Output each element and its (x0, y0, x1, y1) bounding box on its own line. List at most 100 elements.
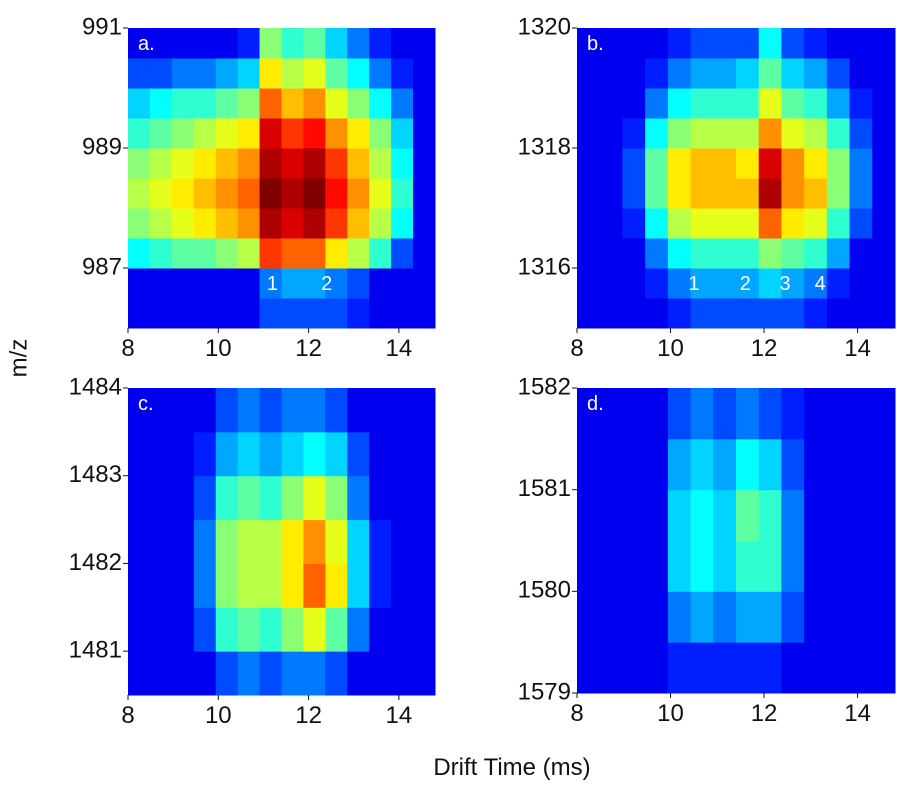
heatmap-cell (804, 28, 828, 59)
heatmap-cell (193, 431, 217, 477)
heatmap-cell (171, 148, 195, 179)
heatmap-cell (804, 238, 828, 269)
heatmap-cell (347, 519, 370, 564)
x-tick-label: 12 (751, 335, 778, 362)
heatmap-cell (259, 651, 282, 696)
heatmap-cell (237, 651, 261, 696)
heatmap-cell (325, 28, 348, 59)
heatmap-cell (713, 540, 737, 592)
heatmap-cell (622, 148, 646, 179)
heatmap-cell (193, 563, 217, 608)
heatmap-cell (128, 388, 151, 433)
x-tick-label: 14 (386, 335, 413, 362)
heatmap-cell (826, 388, 851, 440)
heatmap-cell (347, 651, 370, 696)
heatmap-cell (781, 208, 805, 239)
heatmap-cell (758, 88, 782, 119)
y-tick-label: 1581 (518, 475, 571, 502)
heatmap-cell (622, 28, 646, 59)
heatmap-cell (303, 178, 326, 209)
x-tick-label: 8 (121, 335, 134, 362)
heatmap-cell (149, 238, 173, 269)
heatmap-cell (325, 475, 348, 521)
heatmap-cell (645, 489, 669, 541)
heatmap-cell (713, 178, 737, 209)
heatmap-cell (826, 268, 851, 299)
heatmap-cell (391, 431, 414, 477)
heatmap-cell (413, 148, 436, 179)
heatmap-cell (577, 438, 601, 491)
heatmap-cell (645, 540, 669, 592)
heatmap-cell (826, 58, 851, 89)
heatmap-cell (391, 238, 414, 269)
heatmap-cell (872, 208, 896, 239)
heatmap-cell (736, 438, 760, 491)
heatmap-cell (413, 519, 436, 564)
panel-label: c. (138, 393, 154, 415)
heatmap-cell (259, 563, 282, 608)
heatmap-cell (599, 58, 623, 89)
heatmap-cell (281, 298, 304, 329)
x-axis-label: Drift Time (ms) (433, 754, 590, 781)
heatmap-cell (128, 298, 151, 329)
heatmap-cell (781, 58, 805, 89)
heatmap-cell (804, 148, 828, 179)
heatmap-cell (149, 58, 173, 89)
heatmap-cell (713, 642, 737, 694)
heatmap-cell (804, 298, 828, 329)
heatmap-cell (872, 178, 896, 209)
heatmap-cell (325, 118, 348, 149)
heatmap-cell (281, 238, 304, 269)
heatmap-cell (804, 58, 828, 89)
heatmap-cell (303, 563, 326, 608)
heatmap-cell (622, 238, 646, 269)
heatmap-cell (259, 519, 282, 564)
heatmap-cell (171, 563, 195, 608)
heatmap-cell (193, 298, 217, 329)
heatmap-cell (413, 388, 436, 433)
heatmap-cell (577, 148, 601, 179)
heatmap-cell (369, 238, 392, 269)
heatmap-cell (171, 208, 195, 239)
heatmap-cell (736, 540, 760, 592)
heatmap-cell (622, 208, 646, 239)
heatmap-cell (149, 88, 173, 119)
heatmap-cell (347, 388, 370, 433)
heatmap-cell (713, 268, 737, 299)
heatmap-cell (391, 88, 414, 119)
heatmap-cell (849, 58, 873, 89)
heatmap-cell (713, 591, 737, 643)
peak-label: 3 (780, 273, 791, 295)
heatmap-cell (622, 178, 646, 209)
heatmap-cell (281, 28, 304, 59)
heatmap-cell (781, 268, 805, 299)
heatmap-cell (667, 58, 692, 89)
heatmap-cell (645, 118, 669, 149)
peak-label: 1 (267, 273, 278, 295)
heatmap-cell (149, 651, 173, 696)
heatmap-cell (171, 651, 195, 696)
heatmap-cell (149, 563, 173, 608)
heatmap-cell (303, 607, 326, 652)
heatmap-cell (645, 148, 669, 179)
heatmap-cell (826, 118, 851, 149)
heatmap-cell (193, 58, 217, 89)
heatmap-cell (849, 238, 873, 269)
heatmap-cell (369, 208, 392, 239)
heatmap-cell (781, 642, 805, 694)
y-tick-label: 1484 (69, 373, 122, 400)
heatmap-cell (736, 388, 760, 440)
heatmap-cell (872, 642, 896, 694)
heatmap-cell (872, 58, 896, 89)
heatmap-cell (826, 438, 851, 491)
heatmap-cell (781, 118, 805, 149)
heatmap-cell (259, 475, 282, 521)
y-tick-label: 987 (82, 253, 122, 280)
heatmap-cell (667, 118, 692, 149)
heatmap-cell (347, 475, 370, 521)
heatmap-cell (736, 208, 760, 239)
heatmap-cell (171, 431, 195, 477)
heatmap-cell (667, 178, 692, 209)
heatmap-cell (577, 88, 601, 119)
heatmap-cell (369, 388, 392, 433)
